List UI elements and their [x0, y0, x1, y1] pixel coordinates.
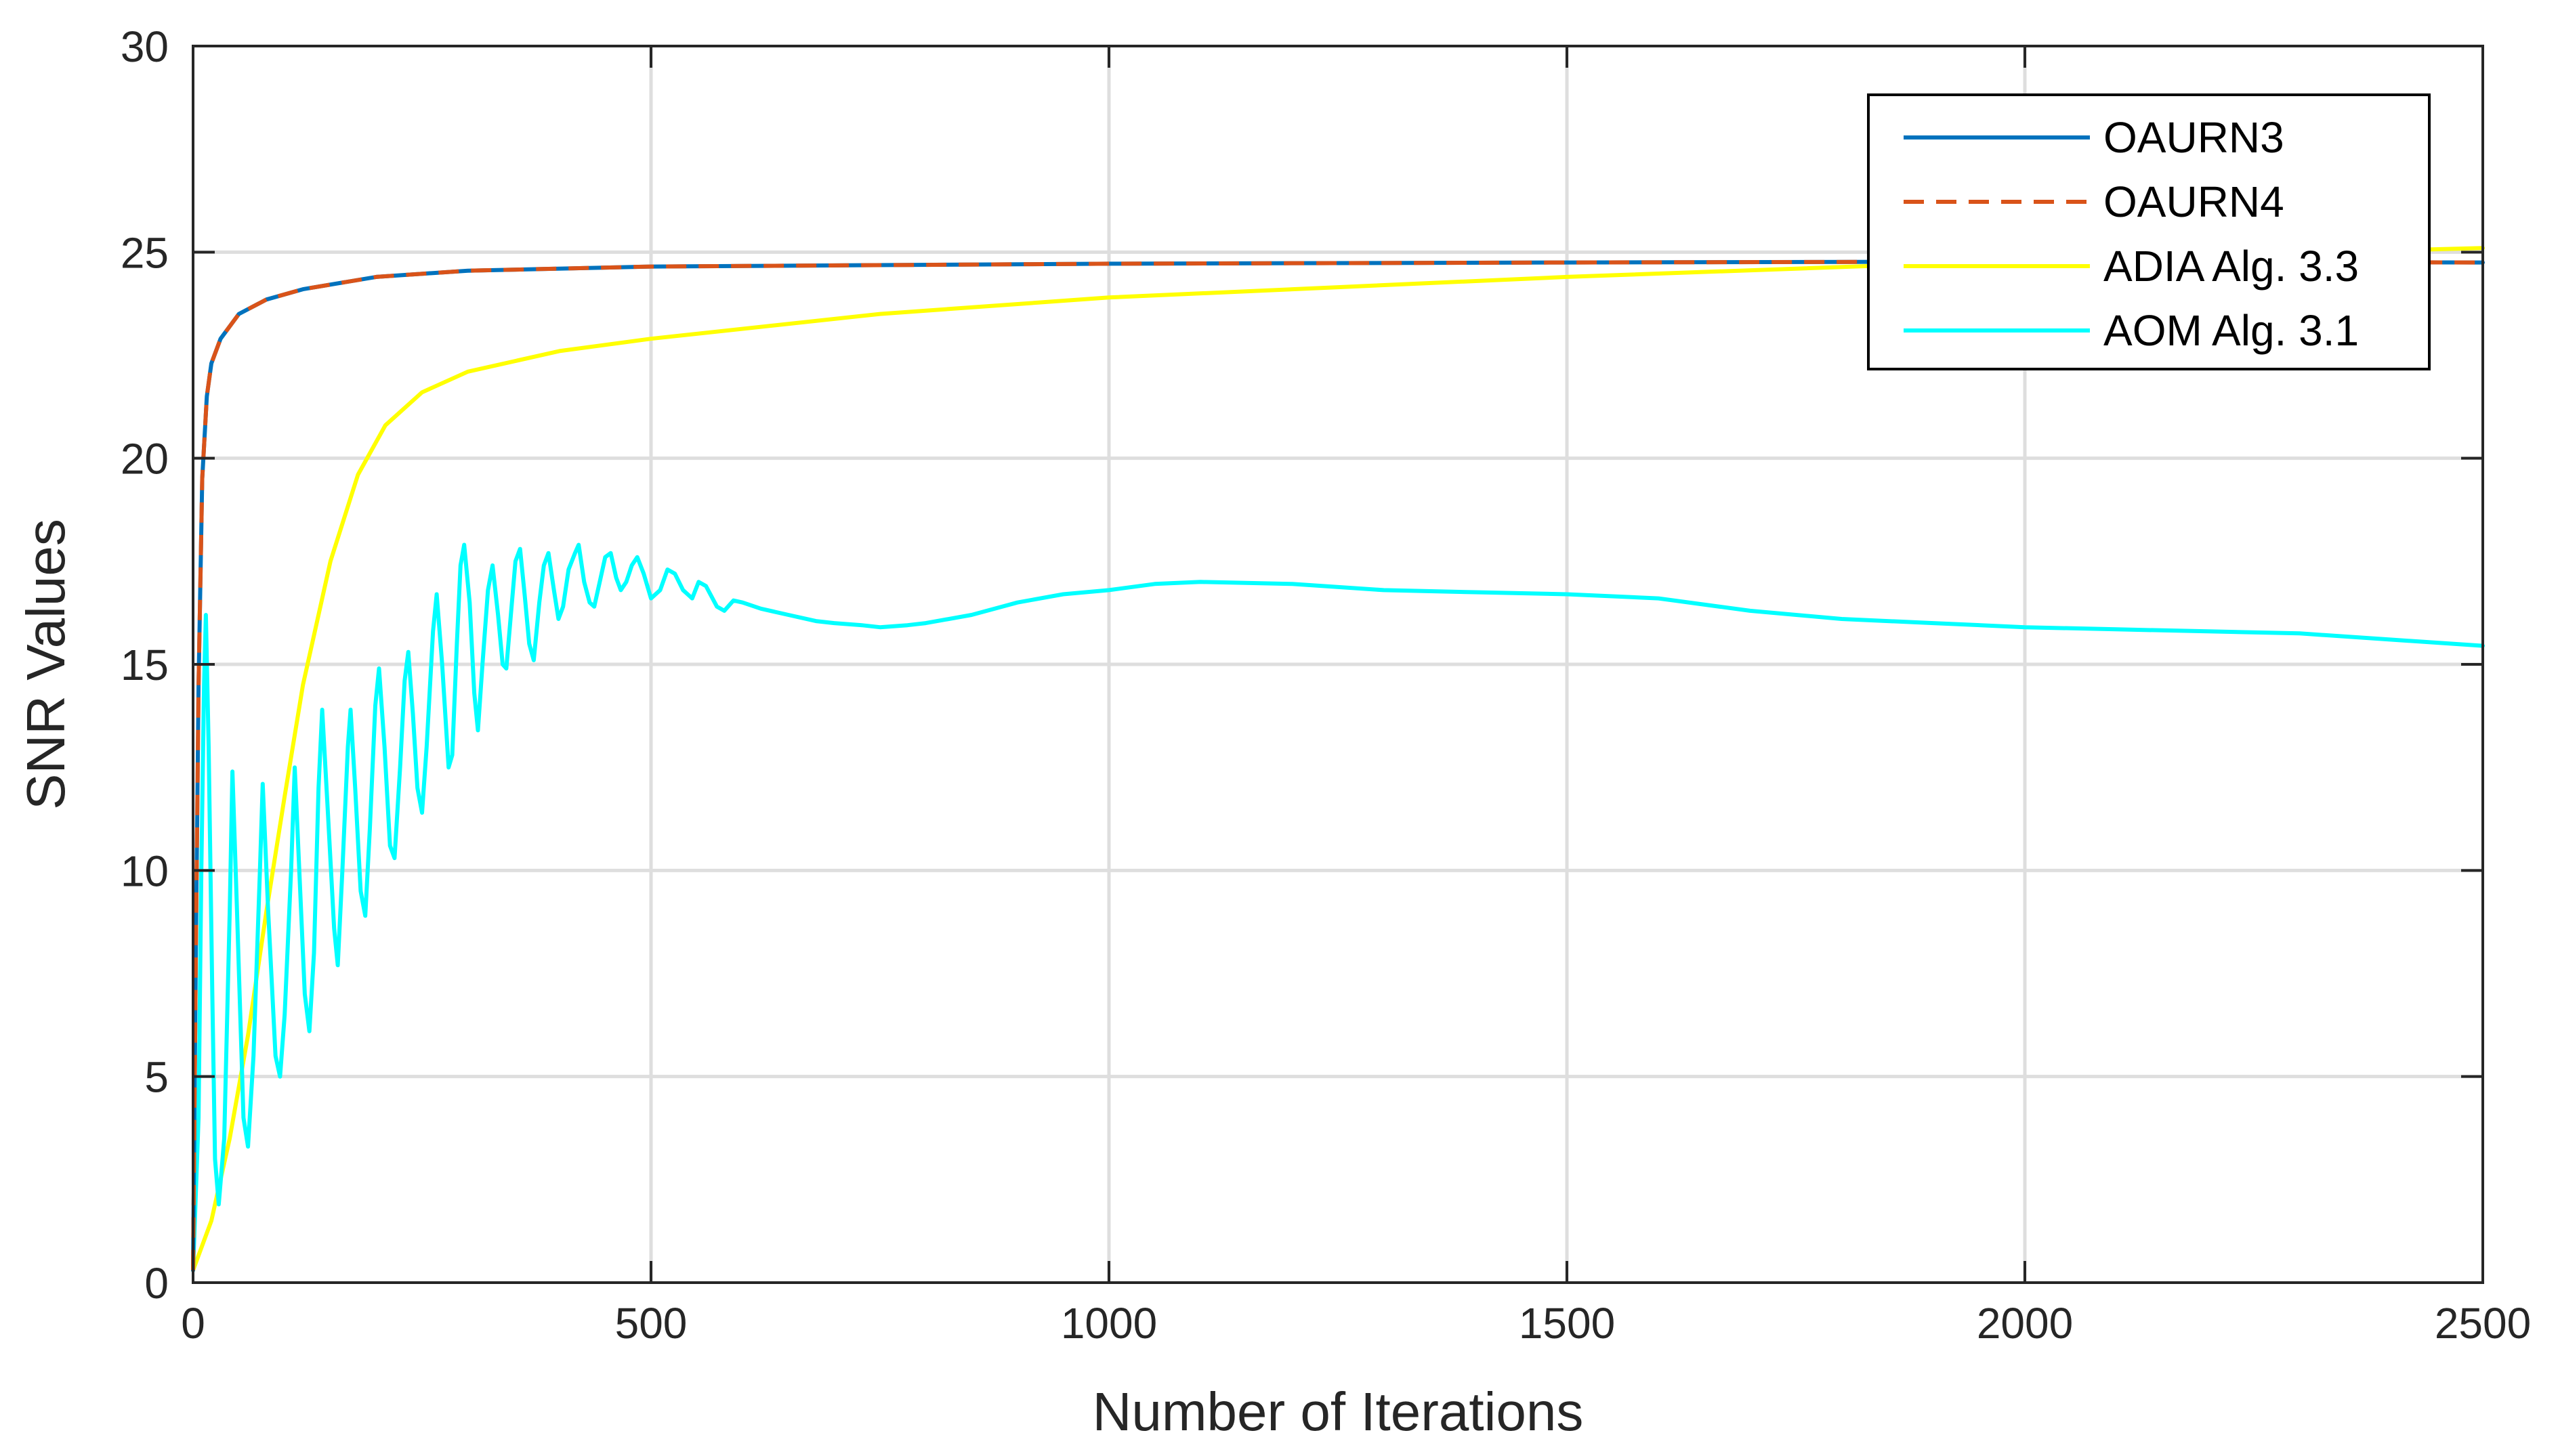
y-tick-label: 0 [144, 1259, 169, 1308]
x-tick-label: 1500 [1519, 1299, 1615, 1348]
series-group [191, 246, 2485, 1272]
legend-label: AOM Alg. 3.1 [2103, 306, 2359, 355]
y-axis-label: SNR Values [16, 519, 76, 810]
y-tick-label: 25 [121, 228, 169, 277]
x-tick-label: 0 [181, 1299, 205, 1348]
x-axis-label: Number of Iterations [1093, 1382, 1584, 1442]
x-tick-label: 2500 [2435, 1299, 2531, 1348]
legend-label: OAURN4 [2103, 177, 2284, 226]
series-line-aom-alg-3-1 [191, 542, 2485, 1272]
y-tick-label: 30 [121, 22, 169, 71]
legend-box [1867, 93, 2431, 370]
y-tick-label: 10 [121, 847, 169, 895]
x-tick-label: 2000 [1977, 1299, 2073, 1348]
x-tick-label: 500 [615, 1299, 688, 1348]
y-tick-labels: 0 5 10 15 20 25 30 [121, 22, 169, 1308]
legend-label: ADIA Alg. 3.3 [2103, 242, 2359, 291]
series-line-oaurn4 [191, 259, 2483, 1270]
axis-ticks [192, 45, 2484, 1284]
legend: OAURN3 OAURN4 ADIA Alg. 3.3 AOM Alg. 3.1 [1867, 93, 2431, 370]
y-tick-label: 20 [121, 435, 169, 484]
legend-label: OAURN3 [2103, 113, 2284, 162]
x-tick-label: 1000 [1061, 1299, 1157, 1348]
x-tick-labels: 0 500 1000 1500 2000 2500 [181, 1299, 2531, 1348]
y-tick-label: 5 [144, 1053, 169, 1102]
y-tick-label: 15 [121, 641, 169, 689]
